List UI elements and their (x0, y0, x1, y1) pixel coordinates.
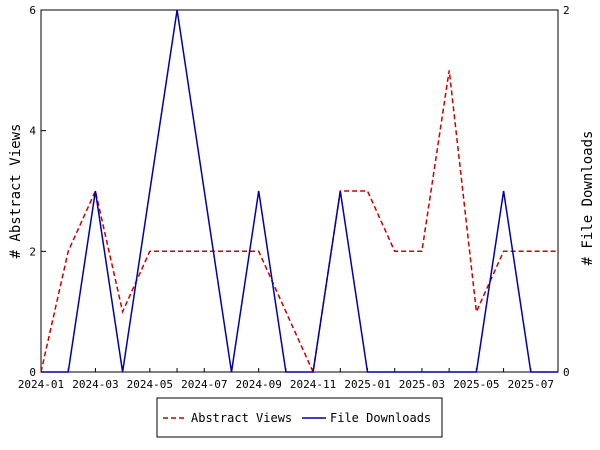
y2-tick-label: 2 (563, 4, 570, 17)
y2-tick-label: 0 (563, 366, 570, 379)
x-tick-label: 2025-07 (508, 378, 554, 391)
y-tick-label: 2 (29, 245, 36, 258)
y-tick-label: 4 (29, 125, 36, 138)
x-tick-label: 2024-01 (18, 378, 64, 391)
x-tick-label: 2025-03 (399, 378, 445, 391)
y-axis-title: # Abstract Views (8, 124, 24, 259)
x-tick-label: 2024-07 (181, 378, 227, 391)
y2-axis-title: # File Downloads (580, 131, 596, 266)
x-tick-label: 2025-01 (344, 378, 390, 391)
x-tick-label: 2024-11 (290, 378, 336, 391)
legend: Abstract Views File Downloads (156, 397, 443, 438)
x-tick-label: 2024-09 (236, 378, 282, 391)
x-tick-label: 2024-05 (127, 378, 173, 391)
legend-box (156, 397, 443, 438)
legend-label-abstract-views: Abstract Views (191, 411, 292, 425)
series-line-abstract-views (40, 70, 558, 375)
y-tick-label: 6 (29, 4, 36, 17)
x-tick-label: 2025-05 (453, 378, 499, 391)
y-tick-label: 0 (29, 366, 36, 379)
x-tick-label: 2024-03 (72, 378, 118, 391)
series-lines (40, 9, 558, 375)
series-line-file-downloads (41, 9, 558, 373)
legend-label-file-downloads: File Downloads (330, 411, 431, 425)
plot-area (40, 9, 559, 373)
